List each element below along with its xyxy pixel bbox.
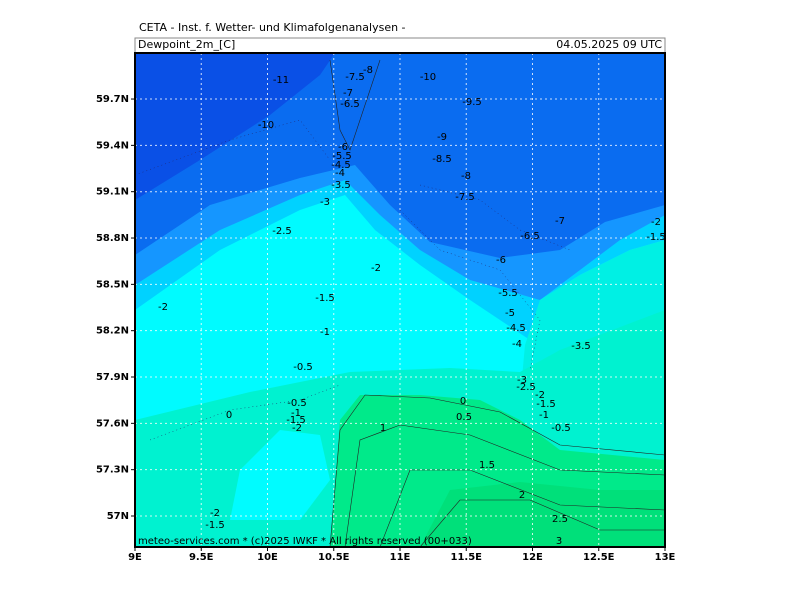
contour-label: -2.5 [272, 226, 292, 237]
contour-label: 2 [519, 490, 525, 501]
contour-label: -6.5 [340, 99, 360, 110]
contour-label: -2 [651, 217, 661, 228]
contour-label: 1.5 [479, 460, 495, 471]
y-tick-label: 58.8N [96, 233, 129, 244]
y-tick-label: 57.6N [96, 418, 129, 429]
y-tick-label: 57N [107, 511, 129, 522]
contour-label: -6.5 [520, 231, 540, 242]
contour-label: -6 [338, 142, 348, 153]
y-tick-label: 57.3N [96, 465, 129, 476]
x-tick-label: 10.5E [318, 552, 350, 563]
contour-label: -2 [371, 263, 381, 274]
contour-label: -4.5 [506, 323, 526, 334]
contour-label: -7 [555, 216, 565, 227]
contour-label: -4 [512, 339, 522, 350]
figure-title: CETA - Inst. f. Wetter- und Klimafolgena… [139, 21, 406, 34]
contour-label: -9.5 [462, 97, 482, 108]
map-frame [134, 52, 666, 548]
contour-label: -10 [258, 120, 274, 131]
contour-label: -11 [273, 75, 289, 86]
x-tick-label: 11E [390, 552, 411, 563]
contour-label: 0.5 [456, 412, 472, 423]
contour-label: -7.5 [455, 192, 475, 203]
x-tick-label: 12E [522, 552, 543, 563]
contour-label: -1.5 [315, 293, 335, 304]
contour-label: -1 [539, 410, 549, 421]
contour-label: -5.5 [332, 151, 352, 162]
contour-label: -1 [291, 408, 301, 419]
contour-label: -7 [343, 88, 353, 99]
contour-label: -8 [363, 65, 373, 76]
contour-label: -2.5 [516, 382, 536, 393]
contour-label: -2 [210, 508, 220, 519]
contour-label: -2 [158, 302, 168, 313]
contour-label: -3.5 [331, 180, 351, 191]
contour-label: -5.5 [498, 288, 518, 299]
contour-label: -0.5 [293, 362, 313, 373]
contour-label: -1.5 [205, 520, 225, 531]
contour-label: -1.5 [536, 399, 556, 410]
contour-label: -9 [437, 132, 447, 143]
x-tick-label: 10E [257, 552, 278, 563]
contour-label: -0.5 [287, 398, 307, 409]
contour-label: -5 [505, 308, 515, 319]
y-tick-label: 57.9N [96, 372, 129, 383]
x-tick-label: 13E [655, 552, 676, 563]
contour-label: 3 [556, 536, 562, 547]
field-label: Dewpoint_2m_[C] [138, 38, 235, 51]
y-tick-label: 59.7N [96, 94, 129, 105]
contour-label: -2 [292, 423, 302, 434]
contour-label: -3 [320, 197, 330, 208]
contour-labels: -11-10-8-7.5-7-6.5-6-5.5-4.5-4-3.5-3-2.5… [158, 65, 666, 547]
contour-label: -6 [496, 255, 506, 266]
contour-label: -8 [461, 171, 471, 182]
contour-label: -3.5 [571, 341, 591, 352]
contour-label: 1 [380, 423, 386, 434]
credit: meteo-services.com * (c)2025 IWKF * All … [138, 536, 472, 547]
graticule: 9E 9.5E 10E 10.5E 11E 11.5E 12E 12.5E 13E 57N 57.3… [96, 53, 676, 563]
contour-label: 0 [226, 410, 232, 421]
contour-label: -8.5 [432, 154, 452, 165]
contour-label: 2.5 [552, 514, 568, 525]
contour-label: -1 [320, 327, 330, 338]
contour-label: -1.5 [646, 232, 666, 243]
contour-label: -3 [517, 375, 527, 386]
x-tick-label: 9.5E [189, 552, 214, 563]
contour-label: -10 [420, 72, 436, 83]
y-tick-label: 58.2N [96, 326, 129, 337]
contour-label: -4 [335, 168, 345, 179]
y-tick-label: 58.5N [96, 279, 129, 290]
valid-time: 04.05.2025 09 UTC [556, 38, 662, 51]
x-tick-label: 11.5E [450, 552, 482, 563]
contour-label: -1.5 [286, 415, 306, 426]
x-tick-label: 9E [128, 552, 142, 563]
y-tick-label: 59.4N [96, 140, 129, 151]
y-tick-label: 59.1N [96, 187, 129, 198]
contour-label: -0.5 [551, 423, 571, 434]
contour-label: -7.5 [345, 72, 365, 83]
contour-label: -4.5 [331, 160, 351, 171]
x-tick-label: 12.5E [583, 552, 615, 563]
contour-label: 0 [460, 396, 466, 407]
contour-label: -2 [535, 390, 545, 401]
